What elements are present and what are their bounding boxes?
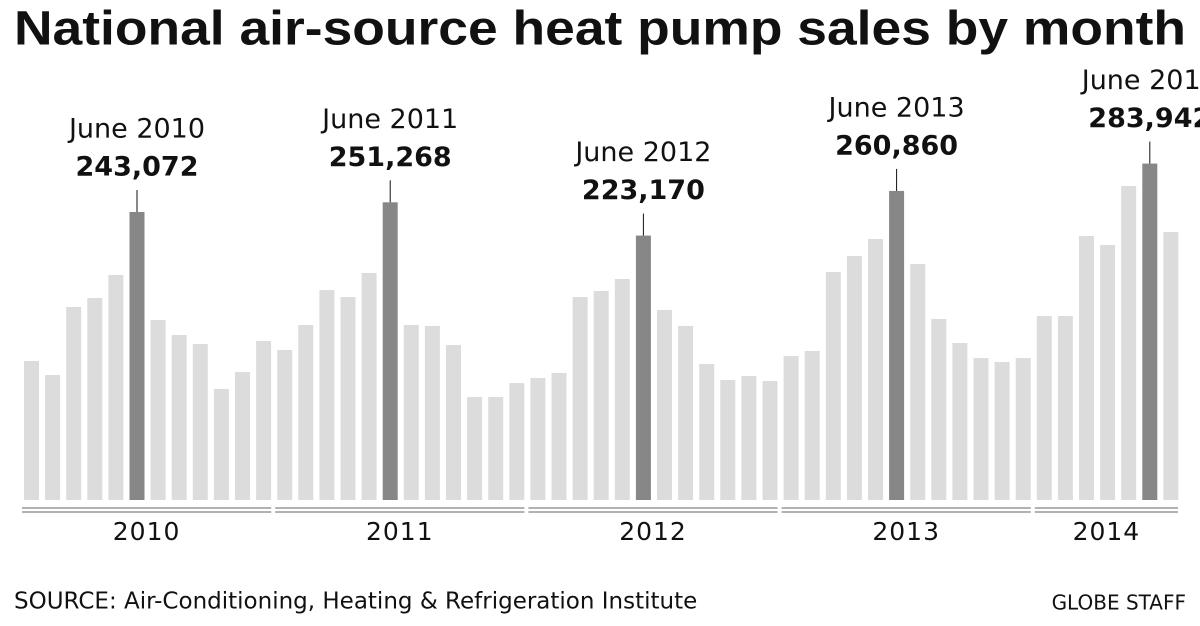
bar [910, 263, 926, 500]
annotation-value: 260,860 [835, 130, 958, 161]
annotation-value: 243,072 [76, 152, 199, 183]
bar [319, 290, 335, 500]
bar [572, 297, 588, 500]
bar [846, 256, 862, 500]
bar [403, 325, 419, 500]
year-label: 2014 [1073, 517, 1141, 546]
bar [593, 290, 609, 500]
bar [973, 358, 989, 500]
bar [825, 272, 841, 500]
bar [1079, 236, 1094, 500]
bar [150, 320, 166, 500]
bar [804, 350, 820, 500]
annotation-label: June 2010 [67, 114, 205, 145]
bar [340, 297, 356, 500]
bar [382, 202, 398, 500]
bar [1142, 163, 1158, 500]
bar [952, 343, 968, 500]
bar [24, 361, 39, 500]
bar [87, 297, 103, 500]
bar [530, 377, 546, 500]
bar [129, 212, 145, 500]
bar [1015, 358, 1031, 500]
source: SOURCE: Air-Conditioning, Heating & Refr… [14, 589, 697, 615]
bar [361, 272, 377, 500]
bar [678, 325, 694, 500]
bar [66, 306, 82, 500]
bar [171, 334, 187, 500]
bar [720, 379, 736, 500]
chart-title: National air-source heat pump sales by m… [14, 3, 1186, 56]
bar [446, 345, 461, 500]
annotation-label: June 2013 [827, 92, 965, 123]
bar [994, 361, 1010, 500]
bar [1036, 315, 1052, 500]
bar [868, 238, 883, 500]
bar [762, 381, 778, 500]
bar [277, 350, 293, 500]
year-label: 2013 [872, 517, 940, 546]
bar [108, 275, 124, 500]
bar [45, 375, 61, 500]
bar [488, 397, 504, 500]
bar [741, 375, 757, 500]
bar [213, 388, 229, 500]
annotation-value: 251,268 [329, 142, 452, 173]
bar [192, 343, 208, 500]
bar [889, 190, 905, 500]
bar [1121, 186, 1137, 500]
bar [1100, 245, 1116, 500]
bar [509, 383, 525, 500]
bar [551, 372, 567, 500]
bar [424, 325, 440, 500]
year-label: 2010 [113, 517, 181, 546]
bar [783, 356, 799, 500]
annotation-label: June 2011 [320, 104, 458, 135]
bar [256, 340, 272, 500]
bar [931, 318, 947, 500]
annotation-value: 223,170 [582, 175, 705, 206]
bar [1163, 231, 1179, 500]
year-label: 2011 [366, 517, 434, 546]
bar [298, 325, 314, 500]
bar [657, 309, 672, 500]
bar [235, 372, 250, 500]
bar [467, 397, 483, 500]
bar [1057, 315, 1073, 500]
annotation-label: June 2012 [573, 137, 711, 168]
bar [699, 363, 715, 500]
annotation-label: June 2014 [1080, 65, 1200, 96]
year-label: 2012 [619, 517, 687, 546]
bar [614, 279, 630, 500]
credit: GLOBE STAFF [1052, 591, 1186, 615]
bar [635, 235, 651, 500]
annotation-value: 283,942 [1088, 103, 1200, 134]
